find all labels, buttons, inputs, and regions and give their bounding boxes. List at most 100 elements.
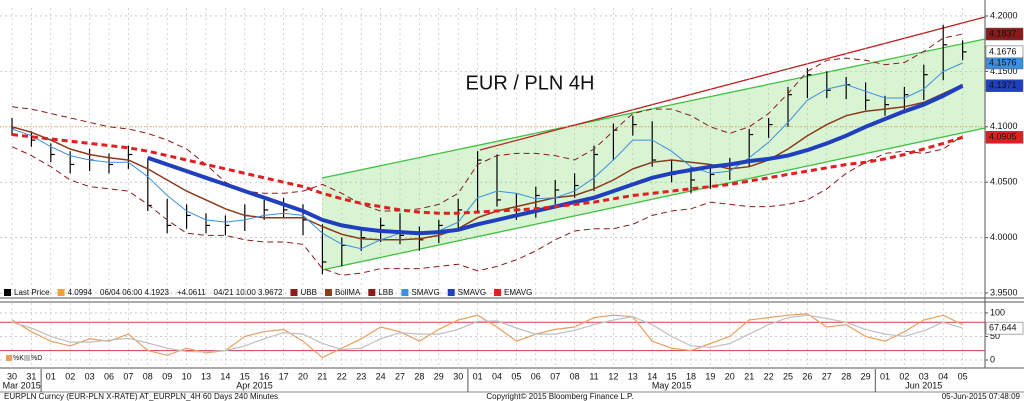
x-tick-label: 19: [705, 371, 715, 381]
legend-swatch: [6, 355, 12, 361]
x-tick-label: 27: [822, 371, 832, 381]
legend-label: 06/04 06:00 4.1923: [100, 288, 170, 297]
value-tag: [985, 79, 1024, 92]
x-tick-label: 04: [492, 371, 502, 381]
month-label: Mar 2015: [3, 380, 41, 390]
value-tag-label: 4.1676: [989, 46, 1017, 56]
value-tag: [985, 45, 1024, 59]
legend-label: EMAVG: [504, 288, 532, 297]
x-tick-label: 17: [279, 371, 289, 381]
legend-swatch: [24, 355, 30, 361]
x-tick-label: 21: [744, 371, 754, 381]
oscillator-line: [11, 314, 963, 353]
trend-line: [479, 16, 986, 151]
x-tick-label: 01: [473, 371, 483, 381]
x-tick-label: 07: [123, 371, 133, 381]
legend-label: UBB: [301, 288, 317, 297]
x-tick-label: 22: [764, 371, 774, 381]
overlay-line: [11, 84, 963, 241]
x-tick-label: 29: [434, 371, 444, 381]
overlay-line: [11, 133, 964, 215]
month-label: Apr 2015: [236, 380, 273, 390]
x-tick-label: 03: [85, 371, 95, 381]
legend-swatch: [494, 289, 502, 296]
x-tick-label: 25: [783, 371, 793, 381]
channel-lower: [321, 127, 986, 271]
x-tick-label: 20: [725, 371, 735, 381]
legend-label: BollMA: [335, 288, 361, 297]
legend-label: 04/21 10:00 3.9672: [214, 288, 284, 297]
x-tick-label: 13: [628, 371, 638, 381]
y-tick-label: 4.0500: [990, 177, 1018, 187]
x-tick-label: 14: [220, 371, 230, 381]
x-tick-label: 28: [414, 371, 424, 381]
x-tick-label: 08: [570, 371, 580, 381]
legend-label: %D: [31, 355, 42, 362]
legend-label: SMAVG: [458, 288, 486, 297]
value-tag-label: 4.0905: [989, 132, 1017, 142]
x-tick-label: 30: [453, 371, 463, 381]
x-tick-label: 26: [802, 371, 812, 381]
y-tick-label: 4.1000: [990, 121, 1018, 131]
y-tick-label: 0: [990, 354, 995, 364]
overlay-line: [11, 62, 963, 250]
y-tick-label: 100: [990, 307, 1005, 317]
y-tick-label: 50: [990, 331, 1000, 341]
footer-left: EURPLN Curncy (EUR-PLN X-RATE) AT_EURPLN…: [4, 392, 278, 401]
chart-title: EUR / PLN 4H: [466, 72, 595, 94]
value-tag-label: 4.1371: [989, 80, 1017, 90]
overlay-line: [11, 135, 963, 276]
legend-label: Last Price: [14, 288, 50, 297]
legend-swatch: [401, 289, 409, 296]
x-tick-label: 05: [958, 371, 968, 381]
legend-swatch: [290, 289, 298, 296]
x-tick-label: 04: [938, 371, 948, 381]
legend-swatch: [57, 289, 65, 296]
x-tick-label: 22: [337, 371, 347, 381]
legend-swatch: [324, 289, 332, 296]
y-tick-label: 4.1500: [990, 66, 1018, 76]
x-tick-label: 30: [7, 371, 17, 381]
x-tick-label: 28: [841, 371, 851, 381]
x-tick-label: 06: [104, 371, 114, 381]
x-tick-label: 24: [376, 371, 386, 381]
legend-swatch: [447, 289, 455, 296]
x-tick-label: 18: [686, 371, 696, 381]
month-label: Jun 2015: [905, 380, 942, 390]
x-tick-label: 13: [201, 371, 211, 381]
x-tick-label: 10: [182, 371, 192, 381]
y-tick-label: 3.9500: [990, 287, 1018, 297]
legend-label: %K: [13, 355, 24, 362]
legend-label: 4.0994: [68, 288, 93, 297]
value-tag-label: 4.1576: [989, 57, 1017, 67]
x-tick-label: 11: [589, 371, 598, 381]
legend-swatch: [368, 289, 376, 296]
legend-label: +4.0611: [177, 288, 206, 297]
value-tag: [985, 131, 1024, 144]
x-tick-label: 14: [647, 371, 657, 381]
x-tick-label: 23: [356, 371, 366, 381]
x-tick-label: 12: [608, 371, 618, 381]
x-tick-label: 15: [240, 371, 250, 381]
x-tick-label: 27: [395, 371, 405, 381]
legend-label: SMAVG: [411, 288, 439, 297]
x-tick-label: 03: [919, 371, 929, 381]
x-tick-label: 06: [531, 371, 541, 381]
value-tag-label: 67.644: [989, 323, 1017, 333]
footer-center: Copyright© 2015 Bloomberg Finance L.P.: [486, 392, 633, 401]
x-tick-label: 02: [65, 371, 75, 381]
x-tick-label: 05: [511, 371, 521, 381]
x-tick-label: 29: [861, 371, 871, 381]
x-tick-label: 01: [880, 371, 890, 381]
x-tick-label: 16: [259, 371, 269, 381]
value-tag: [985, 27, 1024, 41]
x-tick-label: 01: [46, 371, 56, 381]
x-tick-label: 08: [143, 371, 153, 381]
x-tick-label: 02: [899, 371, 909, 381]
value-tag-label: 4.1837: [989, 28, 1017, 38]
y-tick-label: 4.0000: [990, 232, 1018, 242]
x-tick-label: 15: [667, 371, 677, 381]
footer-right: 05-Jun-2015 07:48:09: [942, 392, 1021, 401]
x-tick-label: 31: [26, 371, 36, 381]
